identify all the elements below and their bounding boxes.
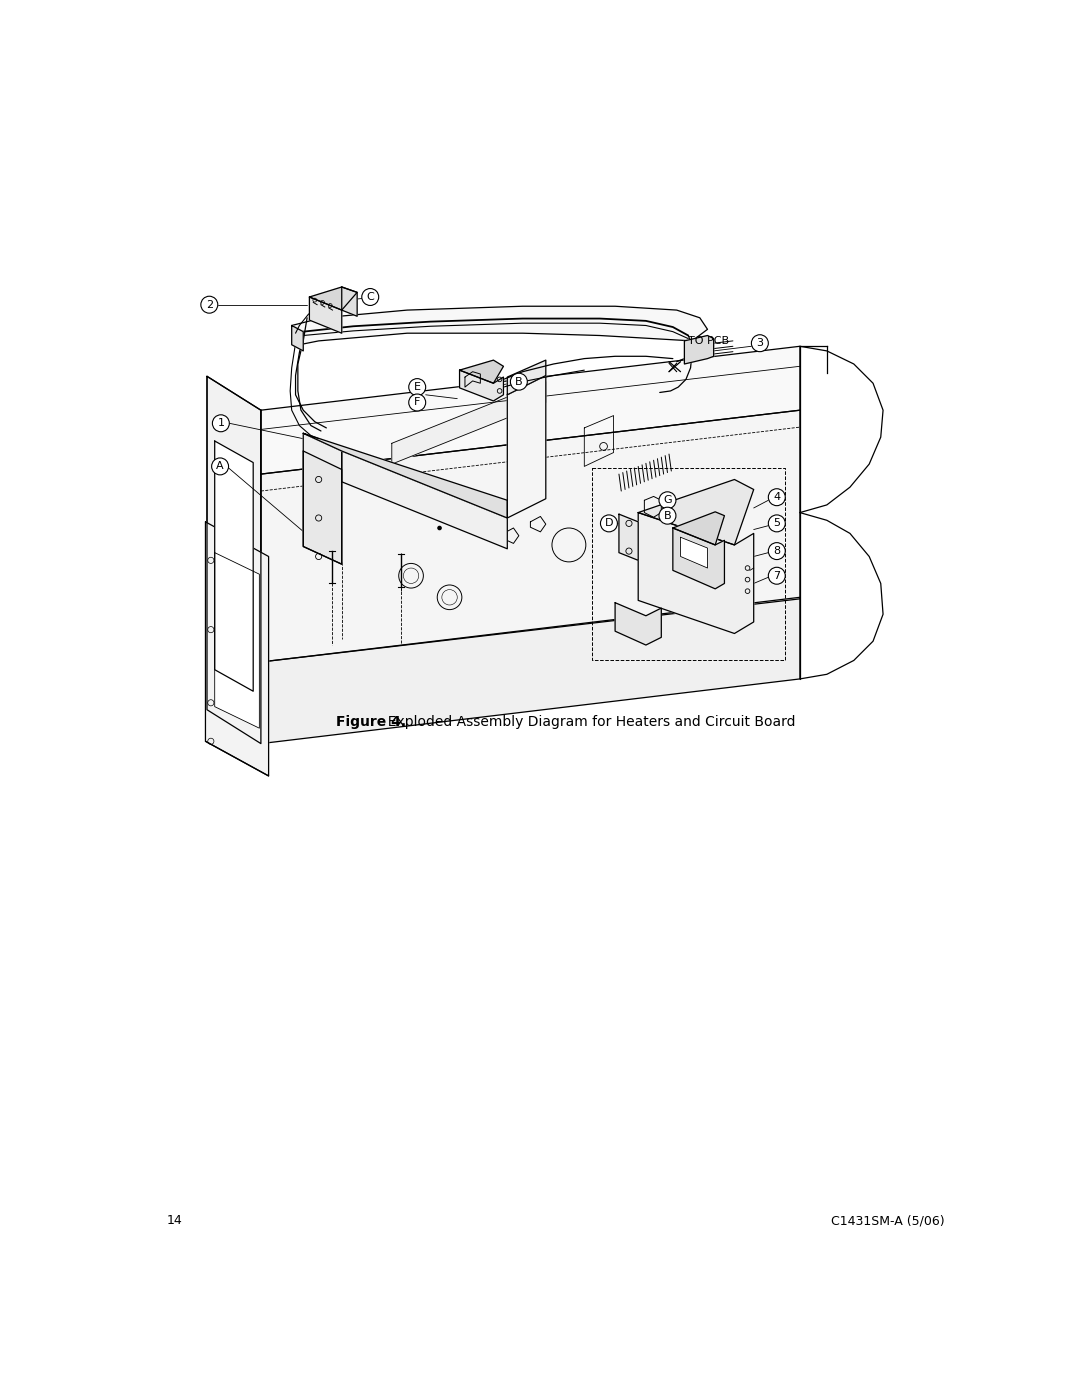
Polygon shape	[261, 598, 800, 743]
Polygon shape	[261, 411, 800, 662]
Polygon shape	[341, 451, 508, 549]
Polygon shape	[309, 298, 341, 334]
Text: 4: 4	[773, 492, 781, 502]
Polygon shape	[207, 376, 261, 743]
Text: F: F	[414, 398, 420, 408]
Text: 5: 5	[773, 518, 780, 528]
Polygon shape	[303, 433, 508, 518]
Polygon shape	[303, 433, 341, 564]
Circle shape	[408, 394, 426, 411]
Polygon shape	[638, 513, 754, 633]
Polygon shape	[619, 514, 638, 560]
Text: 3: 3	[756, 338, 764, 348]
Text: C1431SM-A (5/06): C1431SM-A (5/06)	[831, 1214, 945, 1228]
Polygon shape	[215, 553, 259, 728]
Polygon shape	[508, 376, 545, 518]
Polygon shape	[673, 511, 725, 545]
Polygon shape	[508, 360, 545, 395]
Polygon shape	[341, 286, 357, 316]
Text: B: B	[515, 377, 523, 387]
Circle shape	[659, 492, 676, 509]
Text: Exploded Assembly Diagram for Heaters and Circuit Board: Exploded Assembly Diagram for Heaters an…	[379, 715, 795, 729]
Polygon shape	[685, 335, 714, 365]
Text: C: C	[366, 292, 374, 302]
Circle shape	[212, 458, 229, 475]
Polygon shape	[303, 451, 341, 564]
Polygon shape	[292, 306, 707, 345]
Circle shape	[752, 335, 768, 352]
Text: TO PCB: TO PCB	[688, 335, 729, 346]
Polygon shape	[460, 360, 503, 383]
Text: 7: 7	[773, 571, 781, 581]
Circle shape	[659, 507, 676, 524]
Text: E: E	[414, 383, 421, 393]
Circle shape	[408, 379, 426, 395]
Text: D: D	[605, 518, 613, 528]
Text: 2: 2	[206, 300, 213, 310]
Text: 1: 1	[217, 418, 225, 429]
Polygon shape	[215, 441, 253, 692]
Circle shape	[437, 525, 442, 531]
Circle shape	[437, 511, 442, 517]
Text: A: A	[216, 461, 224, 471]
Circle shape	[600, 515, 618, 532]
Circle shape	[768, 567, 785, 584]
Polygon shape	[205, 522, 269, 775]
Polygon shape	[673, 528, 725, 588]
Polygon shape	[309, 286, 357, 310]
Text: G: G	[663, 496, 672, 506]
Text: 14: 14	[167, 1214, 183, 1228]
Polygon shape	[638, 479, 754, 545]
Circle shape	[213, 415, 229, 432]
Circle shape	[201, 296, 218, 313]
Polygon shape	[680, 538, 707, 569]
Circle shape	[768, 489, 785, 506]
Circle shape	[768, 515, 785, 532]
Polygon shape	[392, 381, 545, 464]
Polygon shape	[261, 346, 800, 474]
Circle shape	[511, 373, 527, 390]
Circle shape	[362, 289, 379, 306]
Text: 8: 8	[773, 546, 781, 556]
Polygon shape	[616, 602, 661, 645]
Polygon shape	[460, 370, 503, 401]
Text: B: B	[663, 511, 672, 521]
Circle shape	[768, 542, 785, 560]
Polygon shape	[292, 326, 303, 351]
Text: Figure 4.: Figure 4.	[336, 715, 406, 729]
